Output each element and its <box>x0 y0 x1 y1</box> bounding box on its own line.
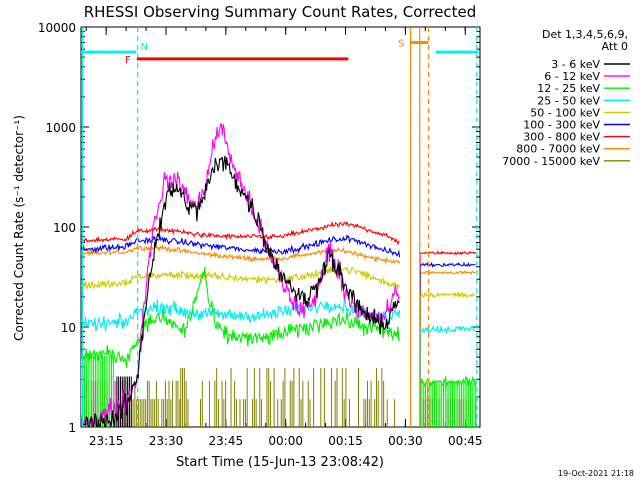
legend-label-3: 25 - 50 keV <box>537 94 600 107</box>
legend-label-6: 300 - 800 keV <box>523 131 600 144</box>
legend-label-7: 800 - 7000 keV <box>516 143 600 156</box>
y-tick-label: 100 <box>53 221 76 235</box>
x-axis: 23:15 23:30 23:45 00:00 00:15 00:30 00:45 <box>85 27 483 448</box>
night-label: N <box>140 42 147 53</box>
series-line-2 <box>81 267 401 369</box>
series-line-4 <box>81 266 401 291</box>
series-line-1 <box>81 123 400 427</box>
legend-label-4: 50 - 100 keV <box>530 106 600 119</box>
legend-label-2: 12 - 25 keV <box>537 82 600 95</box>
legend-label-5: 100 - 300 keV <box>523 119 600 132</box>
y-tick-label: 10000 <box>38 21 76 35</box>
series-tail-2 <box>419 374 477 388</box>
x-tick-label: 00:15 <box>328 434 363 448</box>
saa-label: S <box>398 38 404 49</box>
legend-label-8: 7000 - 15000 keV <box>502 155 600 168</box>
series-tail-7 <box>419 269 476 276</box>
series-tail-6 <box>419 250 476 256</box>
series-line-7 <box>81 243 401 265</box>
plot-area <box>81 123 477 427</box>
series-line-0 <box>81 155 400 427</box>
flare-label: F <box>125 55 131 66</box>
series-line-3 <box>81 299 401 332</box>
legend-label-0: 3 - 6 keV <box>551 58 600 71</box>
series-tail-4 <box>419 291 476 299</box>
y-tick-label: 10 <box>61 321 76 335</box>
x-tick-label: 23:45 <box>209 434 244 448</box>
y-tick-label: 1 <box>68 421 76 435</box>
chart-title: RHESSI Observing Summary Count Rates, Co… <box>84 3 477 21</box>
legend-label-1: 6 - 12 keV <box>544 70 600 83</box>
footer-timestamp: 19-Oct-2021 21:18 <box>558 469 634 478</box>
series-tail-3 <box>419 324 476 335</box>
legend-header-2: Att 0 <box>602 40 628 53</box>
legend-header-1: Det 1,3,4,5,6,9, <box>542 28 628 41</box>
x-tick-label: 00:30 <box>388 434 423 448</box>
series-tail-5 <box>419 261 476 268</box>
y-axis-label: Corrected Count Rate (s⁻¹ detector⁻¹) <box>12 115 26 341</box>
y-tick-label: 1000 <box>45 121 76 135</box>
x-axis-label: Start Time (15-Jun-13 23:08:42) <box>176 455 384 470</box>
x-tick-label: 00:45 <box>448 434 483 448</box>
series-line-6 <box>81 220 400 246</box>
x-tick-label: 23:30 <box>149 434 184 448</box>
plot-overlays: NF S <box>81 27 479 427</box>
x-tick-label: 00:00 <box>268 434 303 448</box>
x-tick-label: 23:15 <box>89 434 124 448</box>
series-line-5 <box>81 233 401 258</box>
